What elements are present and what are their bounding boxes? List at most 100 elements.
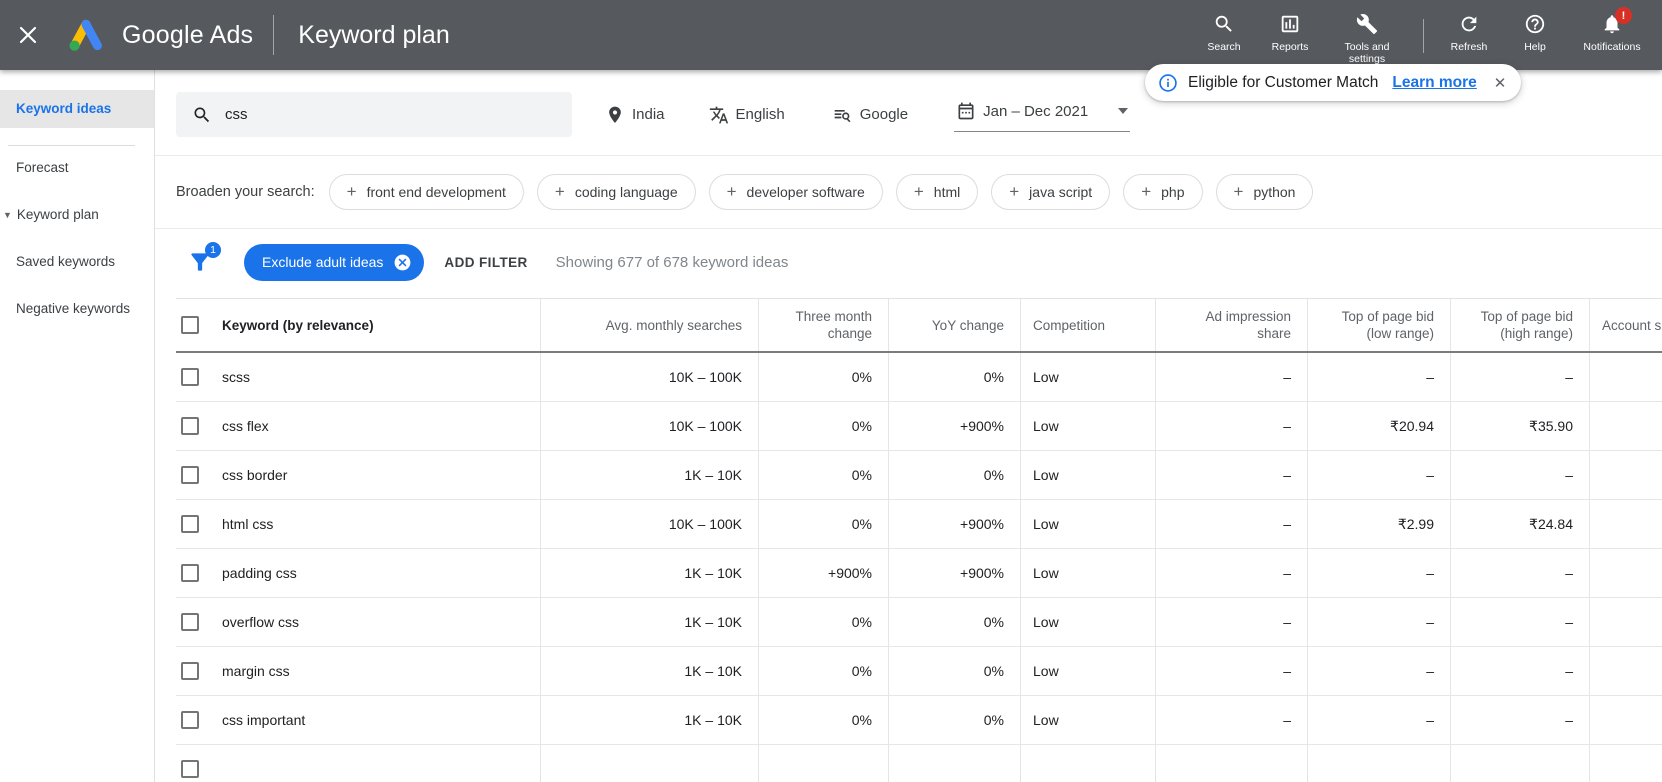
sidebar-item-keyword-ideas[interactable]: Keyword ideas [0,90,154,128]
broaden-label: Broaden your search: [176,184,315,200]
language-selector[interactable]: English [709,105,785,125]
top-bid-high-cell [1450,745,1589,782]
add-filter-button[interactable]: ADD FILTER [444,255,527,270]
yoy-change-cell: 0% [888,647,1020,695]
avg-monthly-searches-cell: 1K – 10K [540,696,758,744]
nav-refresh-button[interactable]: Refresh [1436,13,1502,53]
competition-cell: Low [1020,353,1155,401]
yoy-change-cell: 0% [888,451,1020,499]
brand-title: Google Ads [122,21,253,50]
top-app-bar: Google Ads Keyword plan Search Reports T… [0,0,1662,70]
exclude-adult-ideas-chip[interactable]: Exclude adult ideas [244,244,424,281]
filter-button[interactable]: 1 [187,249,213,275]
keyword-cell: css border [216,451,540,499]
column-header[interactable]: Top of page bid (low range) [1307,299,1450,351]
chip-label: html [934,184,960,200]
remove-filter-icon[interactable] [393,253,412,272]
nav-divider [1423,19,1424,53]
top-bid-high-cell: – [1450,549,1589,597]
table-row: padding css1K – 10K+900%+900%Low––– [176,549,1662,598]
sidebar-item-negative-keywords[interactable]: Negative keywords [0,290,154,328]
sidebar-item-keyword-plan[interactable]: ▼Keyword plan [0,196,154,234]
column-header[interactable]: Top of page bid (high range) [1450,299,1589,351]
avg-monthly-searches-cell: 10K – 100K [540,353,758,401]
top-bid-low-cell: – [1307,598,1450,646]
row-checkbox[interactable] [181,368,199,386]
row-checkbox[interactable] [181,515,199,533]
table-row: css border1K – 10K0%0%Low––– [176,451,1662,500]
chip-php[interactable]: +php [1123,174,1202,210]
sidebar-item-forecast[interactable]: Forecast [0,149,154,187]
table-row: overflow css1K – 10K0%0%Low––– [176,598,1662,647]
chip-java-script[interactable]: +java script [991,174,1110,210]
plus-icon: + [555,182,565,202]
top-bid-low-cell: – [1307,451,1450,499]
column-header[interactable]: Avg. monthly searches [540,299,758,351]
location-selector[interactable]: India [605,105,665,125]
sidebar-item-saved-keywords[interactable]: Saved keywords [0,243,154,281]
row-checkbox[interactable] [181,711,199,729]
avg-monthly-searches-cell: 1K – 10K [540,549,758,597]
chip-python[interactable]: +python [1216,174,1314,210]
column-header[interactable]: YoY change [888,299,1020,351]
close-icon[interactable] [16,23,40,47]
ad-impression-share-cell: – [1155,598,1307,646]
nav-search-button[interactable]: Search [1191,13,1257,53]
row-checkbox[interactable] [181,417,199,435]
ad-impression-share-cell: – [1155,500,1307,548]
column-header[interactable]: Account s [1589,299,1662,351]
date-range-value: Jan – Dec 2021 [983,103,1088,120]
ad-impression-share-cell [1155,745,1307,782]
row-checkbox-cell [176,500,216,548]
page-title: Keyword plan [298,21,449,50]
row-checkbox-cell [176,402,216,450]
column-header[interactable]: Three month change [758,299,888,351]
three-month-change-cell: 0% [758,402,888,450]
row-checkbox[interactable] [181,662,199,680]
banner-close-icon[interactable]: ✕ [1494,74,1507,92]
date-range-selector[interactable]: Jan – Dec 2021 [954,97,1130,132]
chip-html[interactable]: +html [896,174,978,210]
nav-reports-button[interactable]: Reports [1257,13,1323,53]
nav-help-button[interactable]: Help [1502,13,1568,53]
customer-match-banner: Eligible for Customer Match Learn more ✕ [1145,64,1521,101]
chip-front-end-development[interactable]: +front end development [329,174,524,210]
three-month-change-cell: 0% [758,598,888,646]
row-checkbox[interactable] [181,564,199,582]
competition-cell: Low [1020,549,1155,597]
account-cell [1589,696,1662,744]
avg-monthly-searches-cell [540,745,758,782]
learn-more-link[interactable]: Learn more [1392,74,1476,92]
column-header[interactable]: Keyword (by relevance) [216,299,540,351]
chevron-down-icon [1118,108,1128,114]
nav-notifications-button[interactable]: ! Notifications [1568,13,1656,53]
plus-icon: + [1141,182,1151,202]
competition-cell: Low [1020,598,1155,646]
column-header[interactable]: Ad impression share [1155,299,1307,351]
location-value: India [632,106,665,123]
top-bid-high-cell: – [1450,647,1589,695]
chip-coding-language[interactable]: +coding language [537,174,696,210]
filter-row: 1 Exclude adult ideas ADD FILTER Showing… [155,240,788,284]
network-selector[interactable]: Google [833,105,908,125]
broaden-search-row: Broaden your search: +front end developm… [176,174,1326,210]
google-ads-logo [66,17,106,53]
language-value: English [736,106,785,123]
three-month-change-cell: 0% [758,696,888,744]
select-all-checkbox[interactable] [181,316,199,334]
row-checkbox[interactable] [181,613,199,631]
column-header[interactable]: Competition [1020,299,1155,351]
nav-label: Reports [1272,41,1309,53]
avg-monthly-searches-cell: 1K – 10K [540,451,758,499]
chip-developer-software[interactable]: +developer software [709,174,883,210]
row-checkbox[interactable] [181,466,199,484]
ad-impression-share-cell: – [1155,451,1307,499]
row-checkbox[interactable] [181,760,199,778]
main-content: India English Google Jan – Dec 2021 Broa… [155,70,1662,782]
keyword-search-box[interactable] [176,92,572,137]
calendar-icon [956,101,976,121]
keyword-search-input[interactable] [225,106,545,123]
three-month-change-cell: 0% [758,451,888,499]
nav-tools-button[interactable]: Tools and settings [1323,13,1411,65]
top-bid-low-cell: – [1307,696,1450,744]
